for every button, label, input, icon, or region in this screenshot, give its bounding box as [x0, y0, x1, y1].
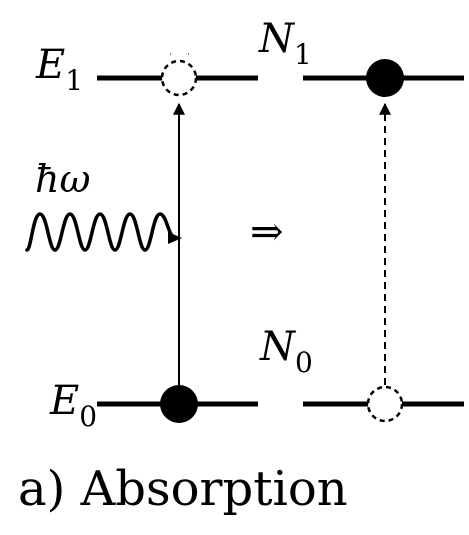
- photon-wave: [25, 212, 178, 252]
- label-e0: E0: [49, 378, 97, 433]
- particle-e0: [160, 385, 198, 423]
- caption: a) Absorption: [18, 461, 348, 517]
- empty-state-e0: [366, 385, 404, 423]
- label-n0: N0: [259, 324, 313, 379]
- label-n1: N1: [258, 16, 312, 71]
- particle-e1: [366, 59, 404, 97]
- label-photon: ħω: [35, 157, 90, 201]
- empty-state-e1: [160, 59, 198, 97]
- photon-arrowhead: [168, 232, 182, 244]
- label-e1: E1: [35, 42, 83, 97]
- label-implies-arrow: ⇒: [250, 209, 284, 255]
